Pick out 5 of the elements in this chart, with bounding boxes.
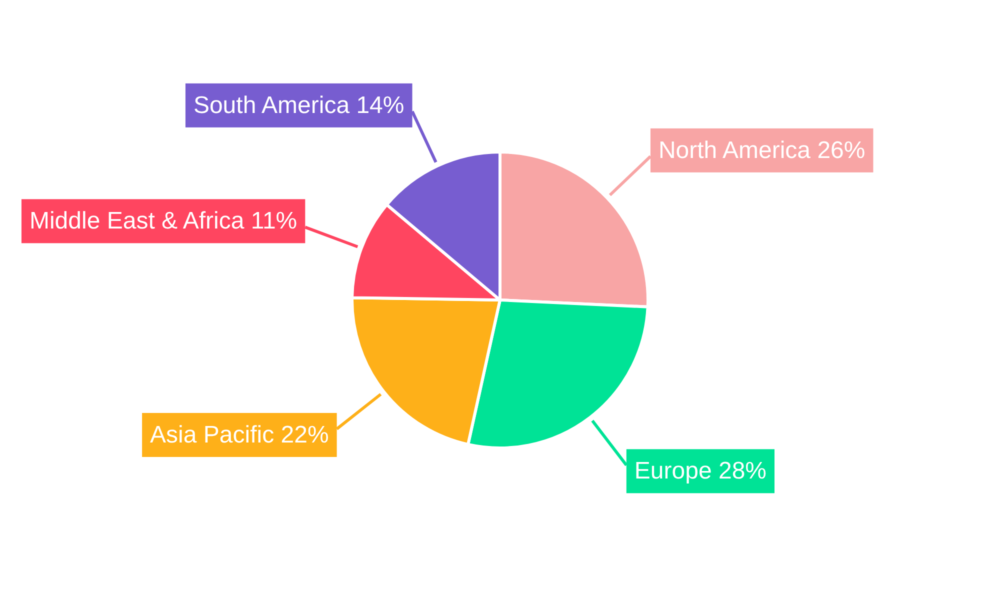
slice-label: Middle East & Africa 11% [29,208,298,235]
slice-label: Asia Pacific 22% [150,421,329,448]
slice-label: North America 26% [658,136,866,164]
slice-label: South America 14% [193,92,404,119]
slice-label: Europe 28% [634,458,766,485]
